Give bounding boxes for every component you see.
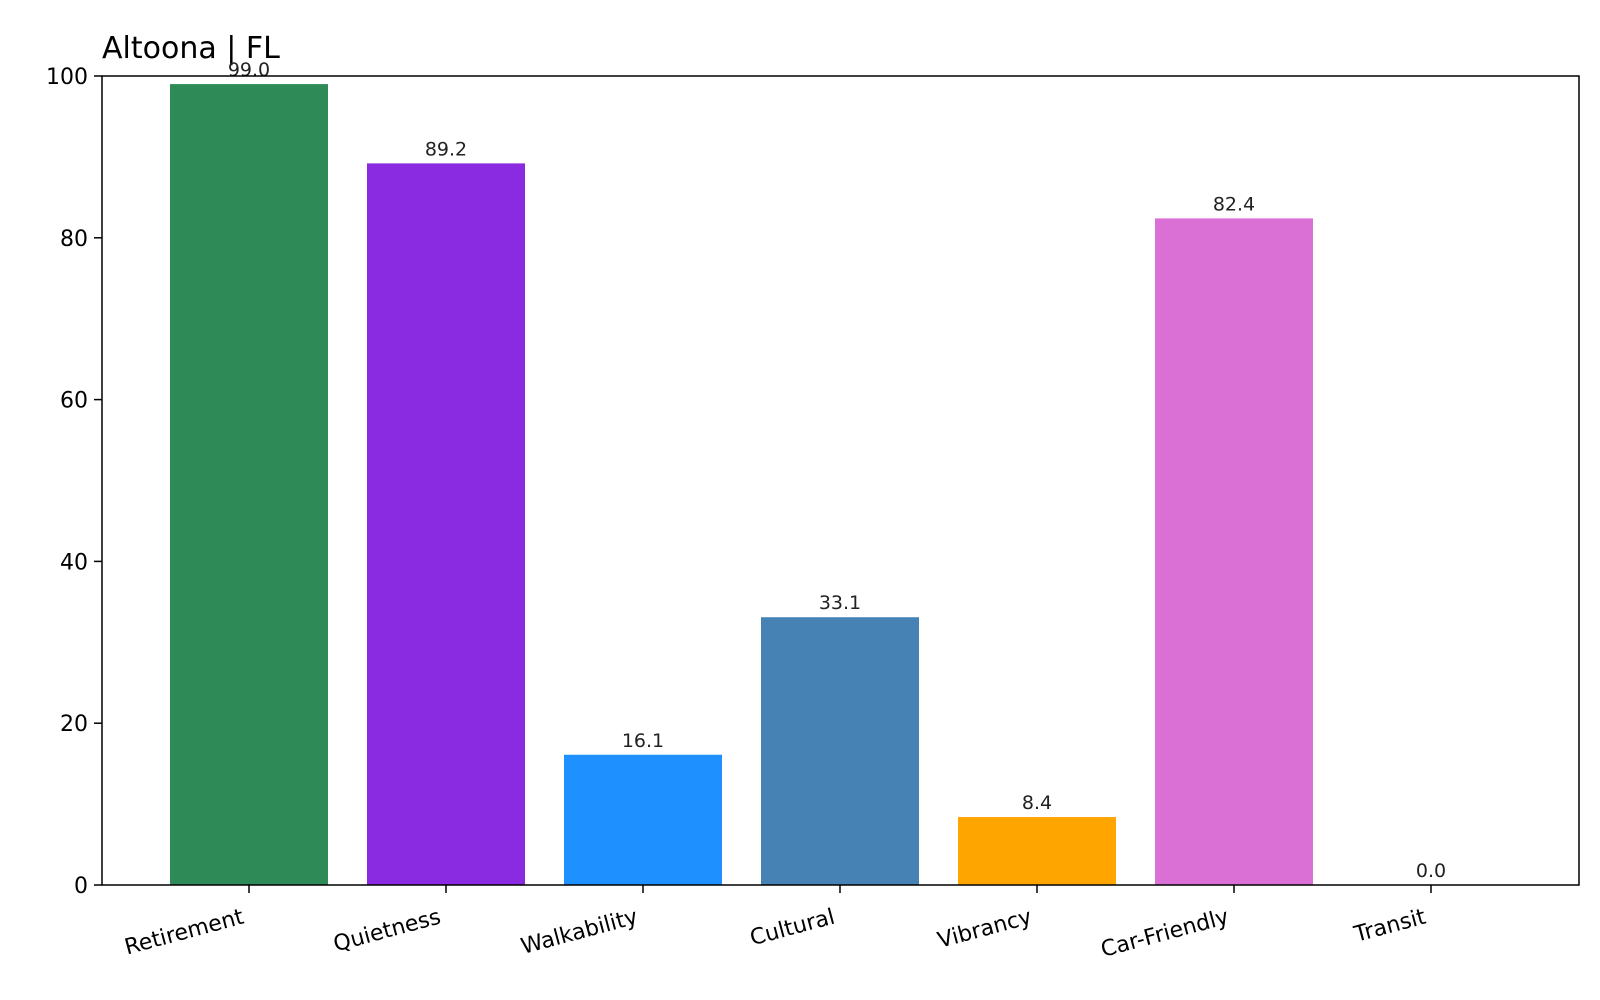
x-tick-label-retirement: Retirement [122,905,247,961]
x-tick-label-quietness: Quietness [331,905,444,958]
chart-title: Altoona | FL [102,31,280,66]
y-tick-label: 20 [60,712,88,737]
y-tick-label: 0 [74,874,88,899]
data-label-vibrancy: 8.4 [1022,792,1052,814]
data-label-retirement: 99.0 [228,59,270,81]
data-label-car-friendly: 82.4 [1213,193,1255,215]
x-tick-label-car-friendly: Car-Friendly [1098,905,1231,963]
y-tick-label: 60 [60,389,88,414]
bar-retirement [170,84,328,886]
data-label-transit: 0.0 [1416,860,1446,882]
bars-layer [170,84,1313,886]
y-tick-label: 40 [60,550,88,575]
x-tick-label-transit: Transit [1351,905,1429,948]
bar-cultural [761,617,919,885]
data-label-cultural: 33.1 [819,592,861,614]
data-label-quietness: 89.2 [425,138,467,160]
x-tick-label-cultural: Cultural [747,905,837,952]
bar-quietness [367,163,525,885]
bar-car-friendly [1155,218,1313,885]
y-tick-label: 80 [60,227,88,252]
plot-frame [101,75,1580,886]
bar-vibrancy [958,817,1116,885]
data-label-walkability: 16.1 [622,730,664,752]
x-tick-label-walkability: Walkability [518,905,640,960]
x-tick-label-vibrancy: Vibrancy [935,905,1034,954]
y-tick-label: 100 [46,65,88,90]
bar-walkability [564,754,722,885]
